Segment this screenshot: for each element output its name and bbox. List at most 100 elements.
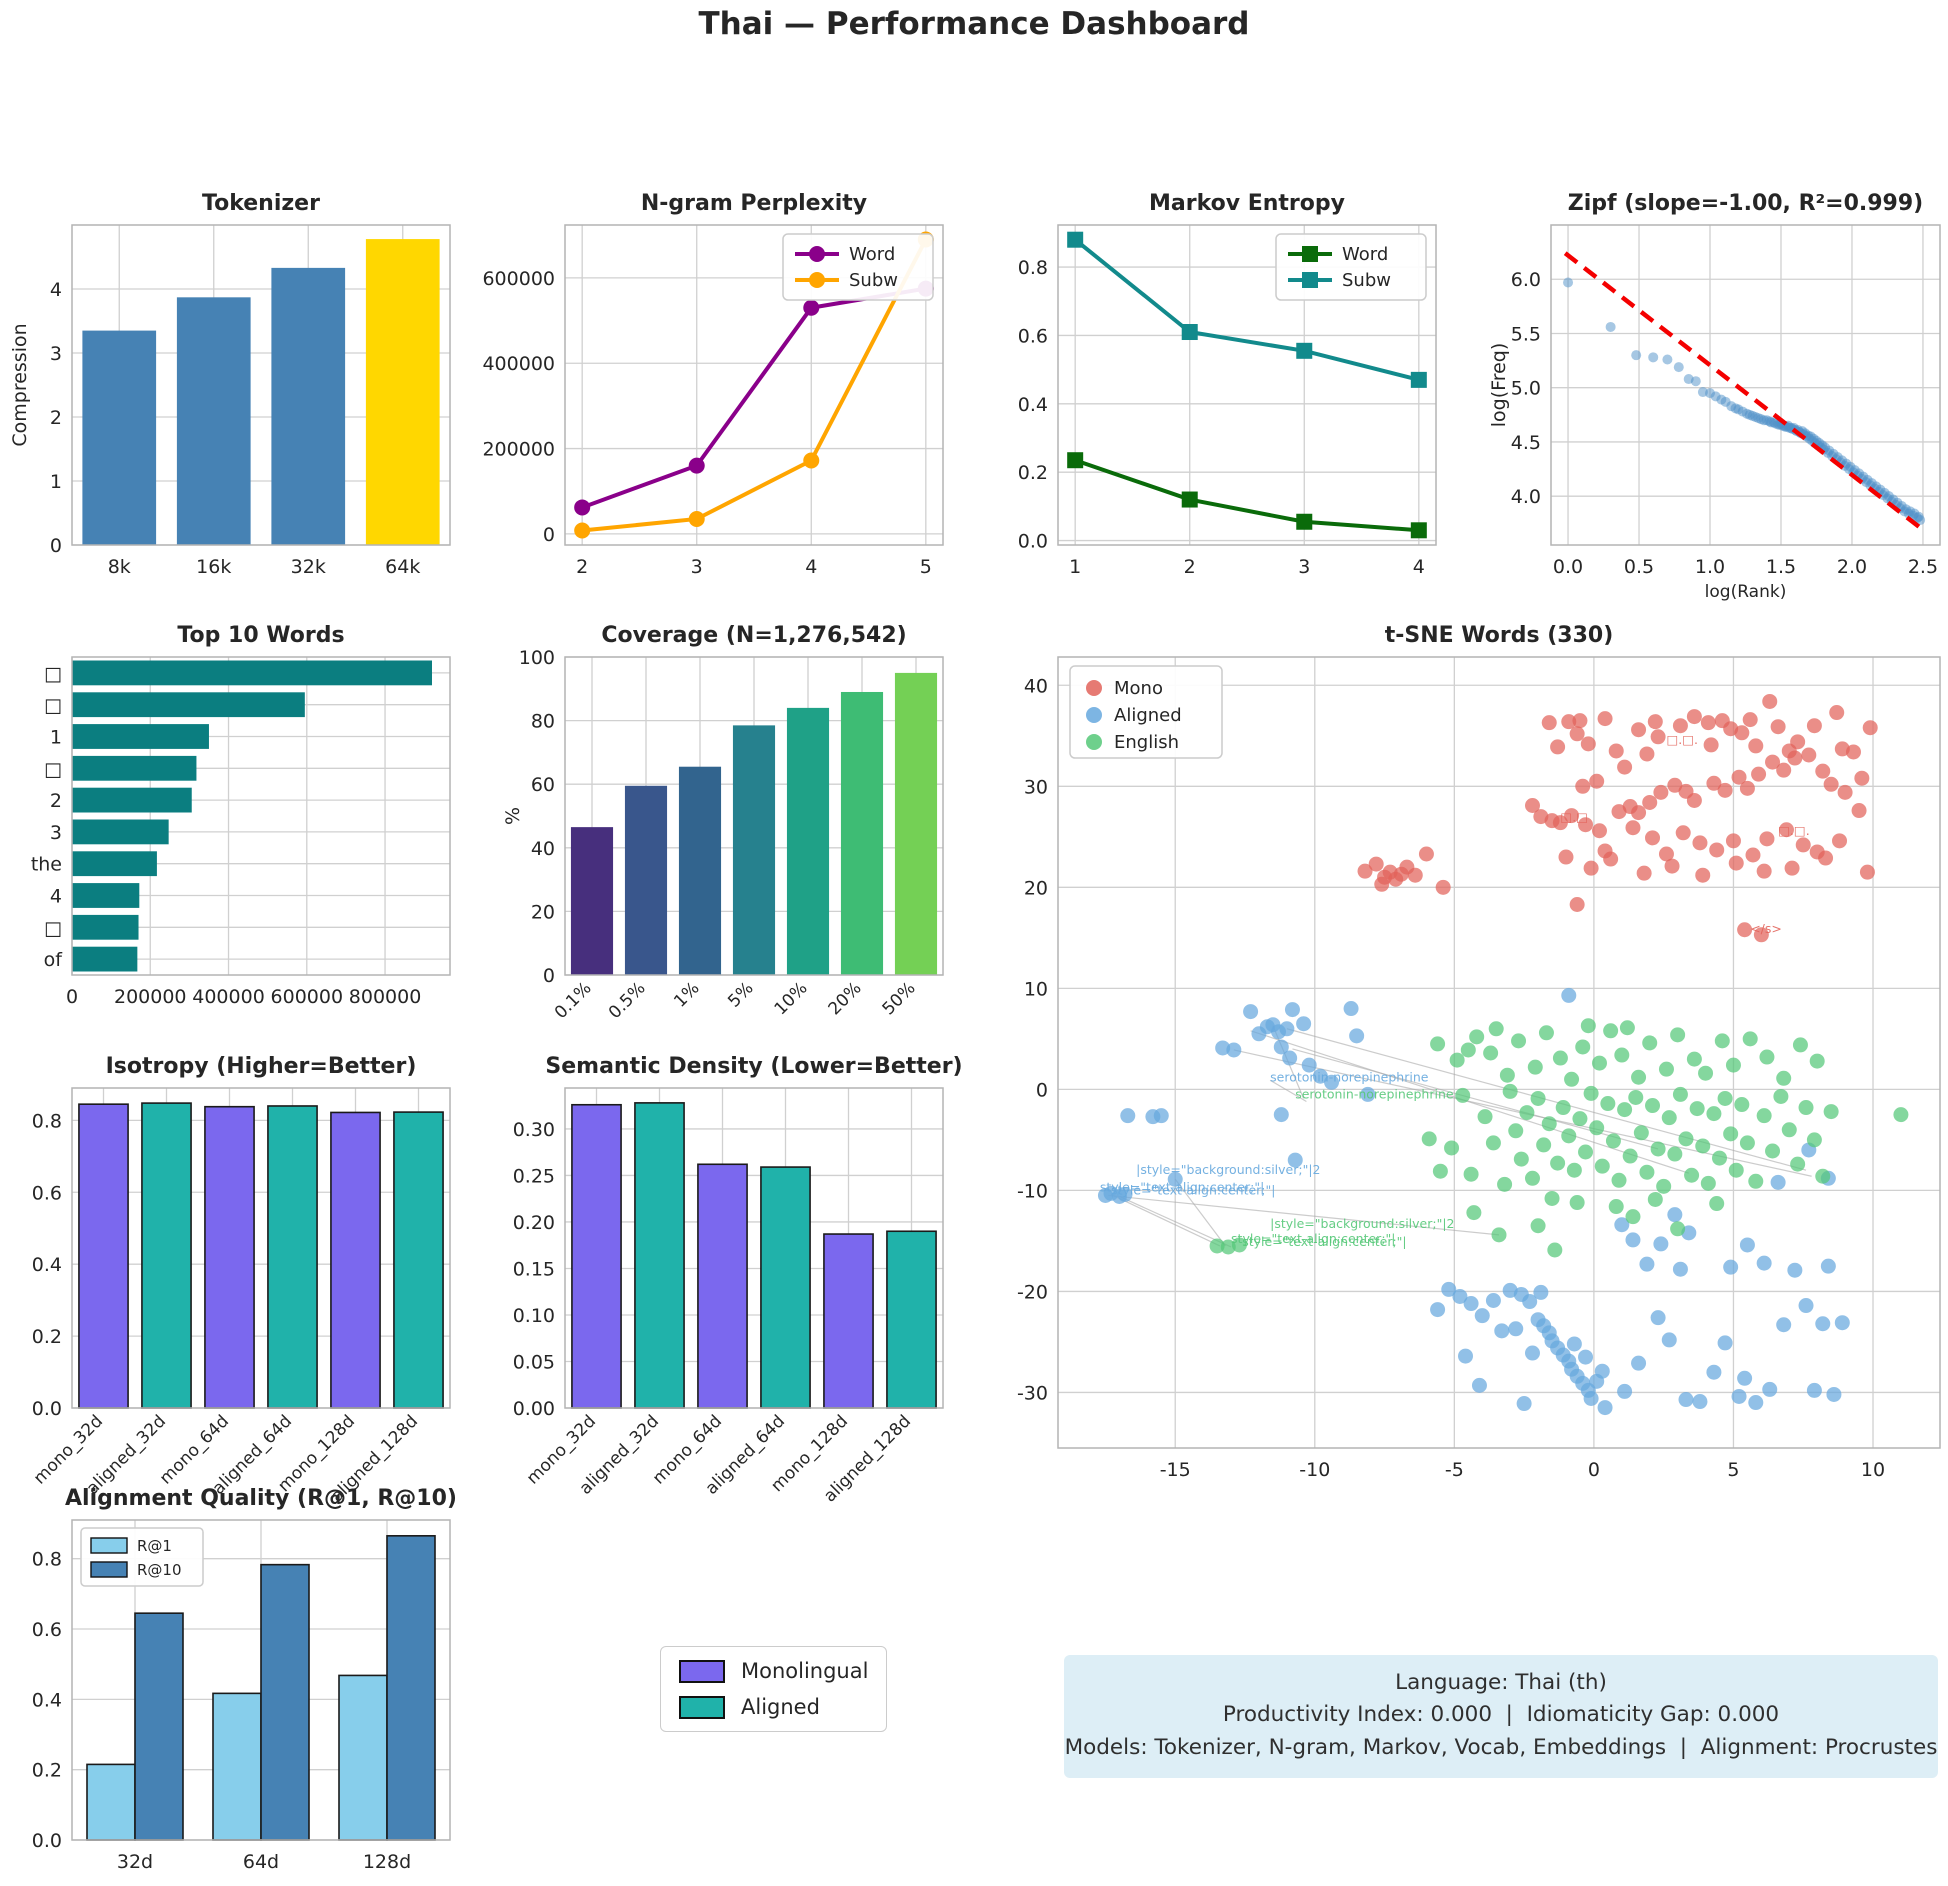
svg-text:Word: Word <box>1342 244 1388 265</box>
legend-label-monolingual: Monolingual <box>741 1659 869 1683</box>
svg-text:5.5: 5.5 <box>1511 323 1541 345</box>
svg-text:0.00: 0.00 <box>513 1398 555 1420</box>
svg-text:R@10: R@10 <box>137 1561 182 1579</box>
svg-text:0: 0 <box>1588 1459 1600 1481</box>
svg-text:200000: 200000 <box>114 986 187 1008</box>
svg-text:10: 10 <box>1861 1459 1885 1481</box>
legend-swatch-monolingual <box>679 1659 725 1683</box>
svg-text:2.0: 2.0 <box>1837 556 1867 578</box>
tokenizer-chart: 0 1 2 3 4 8k 16k 32k 64k Compression Tokenizer <box>9 191 451 578</box>
svg-text:□.□.: □.□. <box>1666 732 1698 747</box>
svg-text:-10: -10 <box>1299 1459 1330 1481</box>
svg-text:-20: -20 <box>1017 1281 1048 1303</box>
svg-text:Zipf (slope=-1.00, R²=0.999): Zipf (slope=-1.00, R²=0.999) <box>1568 191 1923 216</box>
svg-text:8k: 8k <box>108 556 131 578</box>
svg-text:0.20: 0.20 <box>513 1212 555 1234</box>
svg-text:t-SNE Words (330): t-SNE Words (330) <box>1385 623 1614 648</box>
svg-text:□: □ <box>44 695 62 717</box>
isotropy-chart: 0.00.20.40.60.8mono_32daligned_32dmono_6… <box>30 1054 451 1506</box>
svg-text:4: 4 <box>50 886 62 908</box>
svg-text:log(Rank): log(Rank) <box>1705 582 1787 602</box>
svg-text:□.□: □.□ <box>1560 810 1588 825</box>
svg-text:0.2: 0.2 <box>32 1760 62 1782</box>
svg-text:0.5: 0.5 <box>1624 556 1654 578</box>
svg-text:|style="background:silver;"|2: |style="background:silver;"|2 <box>1270 1216 1454 1231</box>
svg-text:0.4: 0.4 <box>32 1689 62 1711</box>
svg-text:N-gram Perplexity: N-gram Perplexity <box>641 191 867 216</box>
dashboard-title: Thai — Performance Dashboard <box>698 6 1250 42</box>
svg-text:Semantic Density (Lower=Better: Semantic Density (Lower=Better) <box>545 1054 962 1079</box>
svg-text:100: 100 <box>519 647 555 669</box>
svg-text:4: 4 <box>50 279 62 301</box>
svg-text:Subw: Subw <box>849 270 898 291</box>
svg-text:Mono: Mono <box>1114 678 1163 699</box>
svg-text:1: 1 <box>50 471 62 493</box>
alignment-quality-chart: 0.0 0.2 0.4 0.6 0.8 32d 64d 128d Alignment Quali… <box>32 1486 457 1873</box>
svg-text:2: 2 <box>576 556 588 578</box>
svg-text:0.2: 0.2 <box>1018 462 1048 484</box>
svg-text:600000: 600000 <box>271 986 344 1008</box>
svg-text:style="text-align:center;"|: style="text-align:center;"| <box>1100 1179 1264 1194</box>
svg-text:Compression: Compression <box>9 323 31 446</box>
svg-text:1: 1 <box>50 727 62 749</box>
svg-text:-30: -30 <box>1017 1382 1048 1404</box>
svg-text:Coverage (N=1,276,542): Coverage (N=1,276,542) <box>601 623 906 648</box>
svg-text:2: 2 <box>50 407 62 429</box>
svg-text:0.15: 0.15 <box>513 1258 555 1280</box>
svg-text:128d: 128d <box>363 1851 411 1873</box>
svg-text:Tokenizer: Tokenizer <box>202 191 320 216</box>
svg-text:5.0: 5.0 <box>1511 378 1541 400</box>
svg-text:style="text-align:center;"|: style="text-align:center;"| <box>1242 1234 1406 1249</box>
svg-text:80: 80 <box>531 711 555 733</box>
svg-text:Subw: Subw <box>1342 270 1391 291</box>
svg-text:|style="background:silver;"|2: |style="background:silver;"|2 <box>1136 1162 1320 1177</box>
svg-text:32d: 32d <box>117 1851 153 1873</box>
svg-text:3: 3 <box>691 556 703 578</box>
svg-text:40: 40 <box>1024 675 1048 697</box>
info-models: Models: Tokenizer, N-gram, Markov, Vocab… <box>1064 1734 1938 1760</box>
svg-text:0.0: 0.0 <box>32 1398 62 1420</box>
svg-text:0: 0 <box>66 986 78 1008</box>
svg-text:400000: 400000 <box>482 353 555 375</box>
svg-text:64d: 64d <box>243 1851 279 1873</box>
svg-text:40: 40 <box>531 838 555 860</box>
svg-text:10: 10 <box>1024 978 1048 1000</box>
svg-text:log(Freq): log(Freq) <box>1488 343 1510 427</box>
svg-text:30: 30 <box>1024 776 1048 798</box>
svg-text:□.□.: □.□. <box>1778 823 1810 838</box>
svg-text:0.6: 0.6 <box>1018 325 1048 347</box>
top-words-chart: □ □ 1 □ 2 3 the 4 □ of0 200000 400000 600000 800000 To… <box>31 623 451 1008</box>
svg-text:5: 5 <box>920 556 932 578</box>
legend-item-monolingual: Monolingual <box>679 1659 868 1683</box>
svg-text:2: 2 <box>50 790 62 812</box>
svg-text:3: 3 <box>50 822 62 844</box>
summary-info-box: Language: Thai (th) Productivity Index: … <box>1064 1655 1938 1778</box>
svg-text:3: 3 <box>50 343 62 365</box>
svg-text:□: □ <box>44 917 62 939</box>
legend-label-aligned: Aligned <box>741 1695 820 1719</box>
tsne-words-chart: □.□. □.□ □.□. </s> serotonin-norepinephrine s… <box>1017 623 1941 1481</box>
svg-text:-15: -15 <box>1160 1459 1191 1481</box>
svg-text:800000: 800000 <box>349 986 422 1008</box>
svg-text:0: 0 <box>50 535 62 557</box>
svg-text:-10: -10 <box>1017 1180 1048 1202</box>
legend-item-aligned: Aligned <box>679 1695 868 1719</box>
svg-text:0.0: 0.0 <box>1018 531 1048 553</box>
svg-text:0.6: 0.6 <box>32 1619 62 1641</box>
svg-text:□: □ <box>44 758 62 780</box>
svg-text:6.0: 6.0 <box>1511 269 1541 291</box>
svg-text:4.5: 4.5 <box>1511 432 1541 454</box>
svg-text:5%: 5% <box>724 978 757 1011</box>
ngram-perplexity-chart: 0 200000 400000 600000 2 3 4 5 N-gram Perplexity… <box>482 191 944 578</box>
svg-text:%: % <box>502 807 524 825</box>
svg-text:1.5: 1.5 <box>1766 556 1796 578</box>
svg-text:2.5: 2.5 <box>1908 556 1938 578</box>
embedding-type-legend: Monolingual Aligned <box>660 1646 888 1732</box>
svg-text:Word: Word <box>849 244 895 265</box>
svg-text:5: 5 <box>1727 1459 1739 1481</box>
svg-text:serotonin-norepinephrine: serotonin-norepinephrine <box>1295 1086 1454 1101</box>
svg-text:English: English <box>1114 732 1179 753</box>
svg-text:16k: 16k <box>196 556 231 578</box>
svg-text:0.4: 0.4 <box>32 1254 62 1276</box>
